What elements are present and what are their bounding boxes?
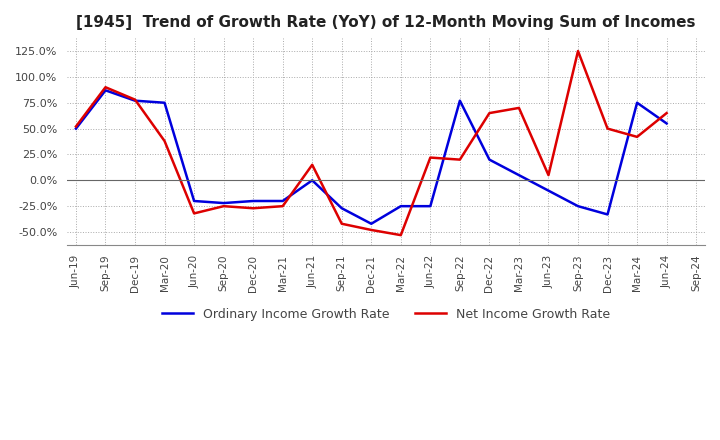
Net Income Growth Rate bbox=[338, 221, 346, 227]
Net Income Growth Rate bbox=[603, 126, 612, 131]
Net Income Growth Rate bbox=[397, 232, 405, 238]
Net Income Growth Rate bbox=[71, 124, 80, 129]
Net Income Growth Rate bbox=[662, 110, 671, 116]
Ordinary Income Growth Rate bbox=[190, 198, 199, 204]
Ordinary Income Growth Rate bbox=[485, 157, 494, 162]
Ordinary Income Growth Rate bbox=[633, 100, 642, 106]
Net Income Growth Rate bbox=[308, 162, 317, 168]
Net Income Growth Rate bbox=[426, 155, 435, 160]
Ordinary Income Growth Rate bbox=[574, 204, 582, 209]
Net Income Growth Rate bbox=[574, 48, 582, 54]
Net Income Growth Rate bbox=[279, 204, 287, 209]
Net Income Growth Rate bbox=[220, 204, 228, 209]
Ordinary Income Growth Rate bbox=[544, 188, 553, 193]
Ordinary Income Growth Rate bbox=[367, 221, 376, 227]
Ordinary Income Growth Rate bbox=[456, 98, 464, 103]
Ordinary Income Growth Rate bbox=[397, 204, 405, 209]
Ordinary Income Growth Rate bbox=[249, 198, 258, 204]
Net Income Growth Rate bbox=[485, 110, 494, 116]
Net Income Growth Rate bbox=[633, 134, 642, 139]
Net Income Growth Rate bbox=[190, 211, 199, 216]
Net Income Growth Rate bbox=[102, 84, 110, 90]
Net Income Growth Rate bbox=[515, 105, 523, 110]
Net Income Growth Rate bbox=[456, 157, 464, 162]
Title: [1945]  Trend of Growth Rate (YoY) of 12-Month Moving Sum of Incomes: [1945] Trend of Growth Rate (YoY) of 12-… bbox=[76, 15, 696, 30]
Ordinary Income Growth Rate bbox=[603, 212, 612, 217]
Net Income Growth Rate bbox=[249, 205, 258, 211]
Ordinary Income Growth Rate bbox=[220, 201, 228, 206]
Ordinary Income Growth Rate bbox=[662, 121, 671, 126]
Ordinary Income Growth Rate bbox=[102, 88, 110, 93]
Net Income Growth Rate bbox=[544, 172, 553, 178]
Line: Ordinary Income Growth Rate: Ordinary Income Growth Rate bbox=[76, 90, 667, 224]
Ordinary Income Growth Rate bbox=[338, 205, 346, 211]
Ordinary Income Growth Rate bbox=[131, 98, 140, 103]
Line: Net Income Growth Rate: Net Income Growth Rate bbox=[76, 51, 667, 235]
Net Income Growth Rate bbox=[131, 97, 140, 102]
Ordinary Income Growth Rate bbox=[161, 100, 169, 106]
Net Income Growth Rate bbox=[161, 138, 169, 143]
Ordinary Income Growth Rate bbox=[279, 198, 287, 204]
Ordinary Income Growth Rate bbox=[426, 204, 435, 209]
Ordinary Income Growth Rate bbox=[515, 172, 523, 178]
Net Income Growth Rate bbox=[367, 227, 376, 233]
Legend: Ordinary Income Growth Rate, Net Income Growth Rate: Ordinary Income Growth Rate, Net Income … bbox=[157, 303, 615, 326]
Ordinary Income Growth Rate bbox=[308, 178, 317, 183]
Ordinary Income Growth Rate bbox=[71, 126, 80, 131]
